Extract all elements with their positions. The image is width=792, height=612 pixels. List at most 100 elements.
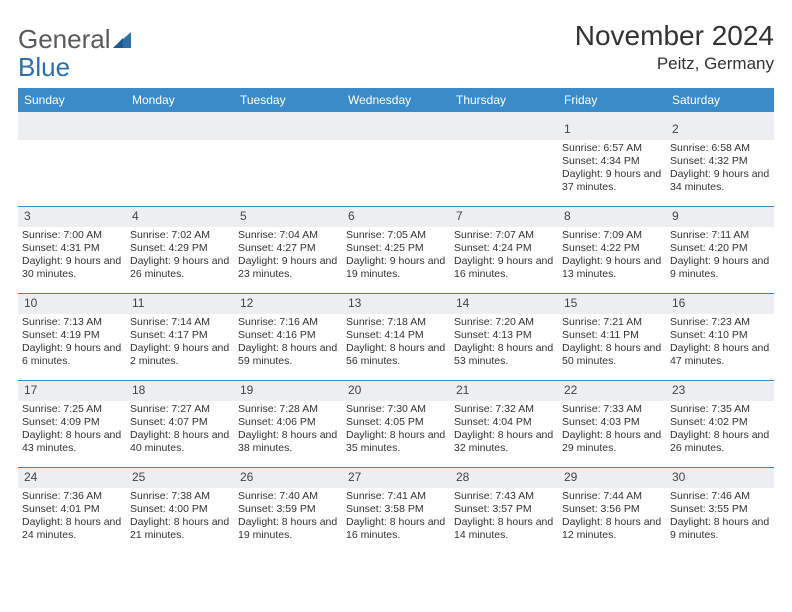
sunrise: Sunrise: 6:57 AM (562, 142, 662, 155)
day-number: 14 (450, 294, 558, 314)
details-row: Sunrise: 7:13 AMSunset: 4:19 PMDaylight:… (18, 314, 774, 380)
details-row: Sunrise: 7:36 AMSunset: 4:01 PMDaylight:… (18, 488, 774, 554)
daylight: Daylight: 9 hours and 13 minutes. (562, 255, 662, 281)
brand-word1: General (18, 24, 111, 54)
day-number: 5 (234, 207, 342, 227)
week: 24252627282930Sunrise: 7:36 AMSunset: 4:… (18, 467, 774, 554)
sunset: Sunset: 3:59 PM (238, 503, 338, 516)
sunrise: Sunrise: 7:23 AM (670, 316, 770, 329)
daylight: Daylight: 8 hours and 35 minutes. (346, 429, 446, 455)
sail-icon (113, 28, 135, 54)
day-details: Sunrise: 7:36 AMSunset: 4:01 PMDaylight:… (18, 488, 126, 554)
weeks-container: 12Sunrise: 6:57 AMSunset: 4:34 PMDayligh… (18, 120, 774, 554)
day-number: 13 (342, 294, 450, 314)
day-number: 26 (234, 468, 342, 488)
day-details (126, 140, 234, 206)
daylight: Daylight: 9 hours and 37 minutes. (562, 168, 662, 194)
day-details: Sunrise: 7:44 AMSunset: 3:56 PMDaylight:… (558, 488, 666, 554)
day-number: 25 (126, 468, 234, 488)
sunset: Sunset: 3:58 PM (346, 503, 446, 516)
daylight: Daylight: 9 hours and 30 minutes. (22, 255, 122, 281)
sunrise: Sunrise: 7:32 AM (454, 403, 554, 416)
sunset: Sunset: 4:27 PM (238, 242, 338, 255)
day-number: 1 (558, 120, 666, 140)
daylight: Daylight: 8 hours and 26 minutes. (670, 429, 770, 455)
week: 12Sunrise: 6:57 AMSunset: 4:34 PMDayligh… (18, 120, 774, 206)
daylight: Daylight: 9 hours and 34 minutes. (670, 168, 770, 194)
dow-label: Tuesday (234, 88, 342, 112)
sunset: Sunset: 4:19 PM (22, 329, 122, 342)
sunrise: Sunrise: 7:04 AM (238, 229, 338, 242)
sunrise: Sunrise: 7:11 AM (670, 229, 770, 242)
daylight: Daylight: 8 hours and 47 minutes. (670, 342, 770, 368)
day-details: Sunrise: 7:46 AMSunset: 3:55 PMDaylight:… (666, 488, 774, 554)
sunrise: Sunrise: 7:36 AM (22, 490, 122, 503)
day-number: 10 (18, 294, 126, 314)
day-details: Sunrise: 7:38 AMSunset: 4:00 PMDaylight:… (126, 488, 234, 554)
day-number: 3 (18, 207, 126, 227)
details-row: Sunrise: 7:00 AMSunset: 4:31 PMDaylight:… (18, 227, 774, 293)
sunset: Sunset: 3:57 PM (454, 503, 554, 516)
daylight: Daylight: 8 hours and 38 minutes. (238, 429, 338, 455)
sunset: Sunset: 3:55 PM (670, 503, 770, 516)
brand-logo: General Blue (18, 20, 135, 80)
day-details: Sunrise: 7:16 AMSunset: 4:16 PMDaylight:… (234, 314, 342, 380)
sunset: Sunset: 4:24 PM (454, 242, 554, 255)
daylight: Daylight: 8 hours and 29 minutes. (562, 429, 662, 455)
details-row: Sunrise: 6:57 AMSunset: 4:34 PMDaylight:… (18, 140, 774, 206)
sunset: Sunset: 4:04 PM (454, 416, 554, 429)
daylight: Daylight: 8 hours and 59 minutes. (238, 342, 338, 368)
daynum-row: 3456789 (18, 207, 774, 227)
daylight: Daylight: 8 hours and 40 minutes. (130, 429, 230, 455)
sunset: Sunset: 4:01 PM (22, 503, 122, 516)
daynum-row: 17181920212223 (18, 381, 774, 401)
daylight: Daylight: 9 hours and 9 minutes. (670, 255, 770, 281)
day-details: Sunrise: 7:32 AMSunset: 4:04 PMDaylight:… (450, 401, 558, 467)
sunset: Sunset: 3:56 PM (562, 503, 662, 516)
week: 10111213141516Sunrise: 7:13 AMSunset: 4:… (18, 293, 774, 380)
daylight: Daylight: 8 hours and 43 minutes. (22, 429, 122, 455)
sunset: Sunset: 4:13 PM (454, 329, 554, 342)
header: General Blue November 2024 Peitz, German… (18, 20, 774, 80)
day-details: Sunrise: 6:57 AMSunset: 4:34 PMDaylight:… (558, 140, 666, 206)
sunrise: Sunrise: 7:43 AM (454, 490, 554, 503)
day-number: 7 (450, 207, 558, 227)
day-number: 20 (342, 381, 450, 401)
sunset: Sunset: 4:00 PM (130, 503, 230, 516)
daylight: Daylight: 8 hours and 24 minutes. (22, 516, 122, 542)
sunrise: Sunrise: 7:46 AM (670, 490, 770, 503)
sunrise: Sunrise: 7:05 AM (346, 229, 446, 242)
day-details: Sunrise: 7:33 AMSunset: 4:03 PMDaylight:… (558, 401, 666, 467)
month-title: November 2024 (575, 20, 774, 52)
day-number: 23 (666, 381, 774, 401)
sunrise: Sunrise: 7:28 AM (238, 403, 338, 416)
sunset: Sunset: 4:03 PM (562, 416, 662, 429)
day-details: Sunrise: 7:20 AMSunset: 4:13 PMDaylight:… (450, 314, 558, 380)
day-details: Sunrise: 7:25 AMSunset: 4:09 PMDaylight:… (18, 401, 126, 467)
daylight: Daylight: 8 hours and 9 minutes. (670, 516, 770, 542)
day-number (18, 120, 126, 140)
dow-label: Friday (558, 88, 666, 112)
sunset: Sunset: 4:29 PM (130, 242, 230, 255)
sunset: Sunset: 4:06 PM (238, 416, 338, 429)
details-row: Sunrise: 7:25 AMSunset: 4:09 PMDaylight:… (18, 401, 774, 467)
sunrise: Sunrise: 7:09 AM (562, 229, 662, 242)
day-details: Sunrise: 7:09 AMSunset: 4:22 PMDaylight:… (558, 227, 666, 293)
dow-label: Sunday (18, 88, 126, 112)
day-number: 16 (666, 294, 774, 314)
daylight: Daylight: 8 hours and 32 minutes. (454, 429, 554, 455)
daylight: Daylight: 9 hours and 26 minutes. (130, 255, 230, 281)
daylight: Daylight: 9 hours and 2 minutes. (130, 342, 230, 368)
sunrise: Sunrise: 7:20 AM (454, 316, 554, 329)
sunrise: Sunrise: 7:16 AM (238, 316, 338, 329)
day-number: 8 (558, 207, 666, 227)
sunrise: Sunrise: 7:02 AM (130, 229, 230, 242)
sunrise: Sunrise: 7:44 AM (562, 490, 662, 503)
sunset: Sunset: 4:14 PM (346, 329, 446, 342)
day-details: Sunrise: 7:43 AMSunset: 3:57 PMDaylight:… (450, 488, 558, 554)
spacer (18, 112, 774, 120)
day-details: Sunrise: 7:00 AMSunset: 4:31 PMDaylight:… (18, 227, 126, 293)
day-number: 18 (126, 381, 234, 401)
sunrise: Sunrise: 7:25 AM (22, 403, 122, 416)
sunrise: Sunrise: 7:27 AM (130, 403, 230, 416)
